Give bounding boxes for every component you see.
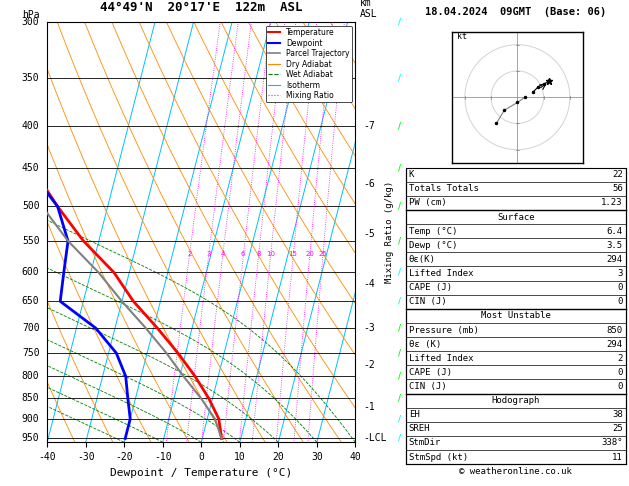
Text: /: /: [398, 324, 401, 332]
Text: 550: 550: [22, 236, 40, 246]
Text: 4: 4: [220, 251, 225, 257]
Text: 22: 22: [612, 170, 623, 179]
Text: 3: 3: [617, 269, 623, 278]
Text: /: /: [398, 122, 401, 130]
Text: CAPE (J): CAPE (J): [409, 368, 452, 377]
Text: © weatheronline.co.uk: © weatheronline.co.uk: [459, 467, 572, 476]
Text: Pressure (mb): Pressure (mb): [409, 326, 479, 334]
X-axis label: Dewpoint / Temperature (°C): Dewpoint / Temperature (°C): [110, 468, 292, 478]
Text: /: /: [398, 415, 401, 423]
Text: /: /: [398, 268, 401, 277]
Text: -6: -6: [363, 179, 375, 189]
Text: -1: -1: [363, 402, 375, 412]
Text: 3: 3: [206, 251, 211, 257]
Text: CIN (J): CIN (J): [409, 382, 447, 391]
Text: 300: 300: [22, 17, 40, 27]
Text: Dewp (°C): Dewp (°C): [409, 241, 457, 250]
Text: CIN (J): CIN (J): [409, 297, 447, 306]
Text: 850: 850: [22, 393, 40, 403]
Text: kt: kt: [457, 33, 467, 41]
Text: Lifted Index: Lifted Index: [409, 354, 474, 363]
Text: /: /: [398, 434, 401, 443]
Text: 650: 650: [22, 296, 40, 306]
Text: -5: -5: [363, 229, 375, 239]
Text: 0: 0: [617, 382, 623, 391]
Text: Surface: Surface: [497, 212, 535, 222]
Text: 450: 450: [22, 163, 40, 174]
Text: 10: 10: [266, 251, 275, 257]
Text: -7: -7: [363, 121, 375, 131]
Text: 0: 0: [617, 283, 623, 292]
Text: 25: 25: [612, 424, 623, 434]
Text: km
ASL: km ASL: [360, 0, 377, 19]
Text: 900: 900: [22, 414, 40, 424]
Text: 8: 8: [256, 251, 260, 257]
Text: 25: 25: [318, 251, 327, 257]
Text: 15: 15: [289, 251, 298, 257]
Text: 2: 2: [617, 354, 623, 363]
Text: 6.4: 6.4: [606, 226, 623, 236]
Text: StmDir: StmDir: [409, 438, 441, 448]
Text: /: /: [398, 372, 401, 381]
Text: θε (K): θε (K): [409, 340, 441, 348]
Text: -4: -4: [363, 279, 375, 289]
Text: 44°49'N  20°17'E  122m  ASL: 44°49'N 20°17'E 122m ASL: [100, 1, 303, 14]
Text: θε(K): θε(K): [409, 255, 436, 264]
Text: 400: 400: [22, 121, 40, 131]
Text: 38: 38: [612, 410, 623, 419]
Legend: Temperature, Dewpoint, Parcel Trajectory, Dry Adiabat, Wet Adiabat, Isotherm, Mi: Temperature, Dewpoint, Parcel Trajectory…: [266, 26, 352, 103]
Text: /: /: [398, 202, 401, 211]
Text: 350: 350: [22, 72, 40, 83]
Text: StmSpd (kt): StmSpd (kt): [409, 452, 468, 462]
Text: /: /: [398, 73, 401, 82]
Text: /: /: [398, 297, 401, 306]
Text: -3: -3: [363, 323, 375, 333]
Text: hPa: hPa: [22, 10, 40, 20]
Text: /: /: [398, 237, 401, 245]
Text: 294: 294: [606, 255, 623, 264]
Text: 6: 6: [241, 251, 245, 257]
Text: 3.5: 3.5: [606, 241, 623, 250]
Text: 1.23: 1.23: [601, 198, 623, 208]
Text: /: /: [398, 164, 401, 173]
Text: PW (cm): PW (cm): [409, 198, 447, 208]
Text: 294: 294: [606, 340, 623, 348]
Text: SREH: SREH: [409, 424, 430, 434]
Text: 18.04.2024  09GMT  (Base: 06): 18.04.2024 09GMT (Base: 06): [425, 7, 606, 17]
Text: /: /: [398, 17, 401, 26]
Text: 950: 950: [22, 434, 40, 444]
Text: 750: 750: [22, 348, 40, 358]
Text: 2: 2: [187, 251, 191, 257]
Text: 600: 600: [22, 267, 40, 278]
Text: K: K: [409, 170, 415, 179]
Text: 700: 700: [22, 323, 40, 333]
Text: 338°: 338°: [601, 438, 623, 448]
Text: CAPE (J): CAPE (J): [409, 283, 452, 292]
Text: Lifted Index: Lifted Index: [409, 269, 474, 278]
Text: 850: 850: [606, 326, 623, 334]
Text: 11: 11: [612, 452, 623, 462]
Text: Mixing Ratio (g/kg): Mixing Ratio (g/kg): [386, 181, 394, 283]
Text: Temp (°C): Temp (°C): [409, 226, 457, 236]
Text: 20: 20: [305, 251, 314, 257]
Text: EH: EH: [409, 410, 420, 419]
Text: -LCL: -LCL: [363, 434, 386, 444]
Text: 56: 56: [612, 184, 623, 193]
Text: 500: 500: [22, 202, 40, 211]
Text: Most Unstable: Most Unstable: [481, 312, 551, 320]
Text: Hodograph: Hodograph: [492, 396, 540, 405]
Text: /: /: [398, 394, 401, 403]
Text: 0: 0: [617, 368, 623, 377]
Text: /: /: [398, 348, 401, 358]
Text: 0: 0: [617, 297, 623, 306]
Text: Totals Totals: Totals Totals: [409, 184, 479, 193]
Text: 800: 800: [22, 371, 40, 382]
Text: -2: -2: [363, 360, 375, 370]
